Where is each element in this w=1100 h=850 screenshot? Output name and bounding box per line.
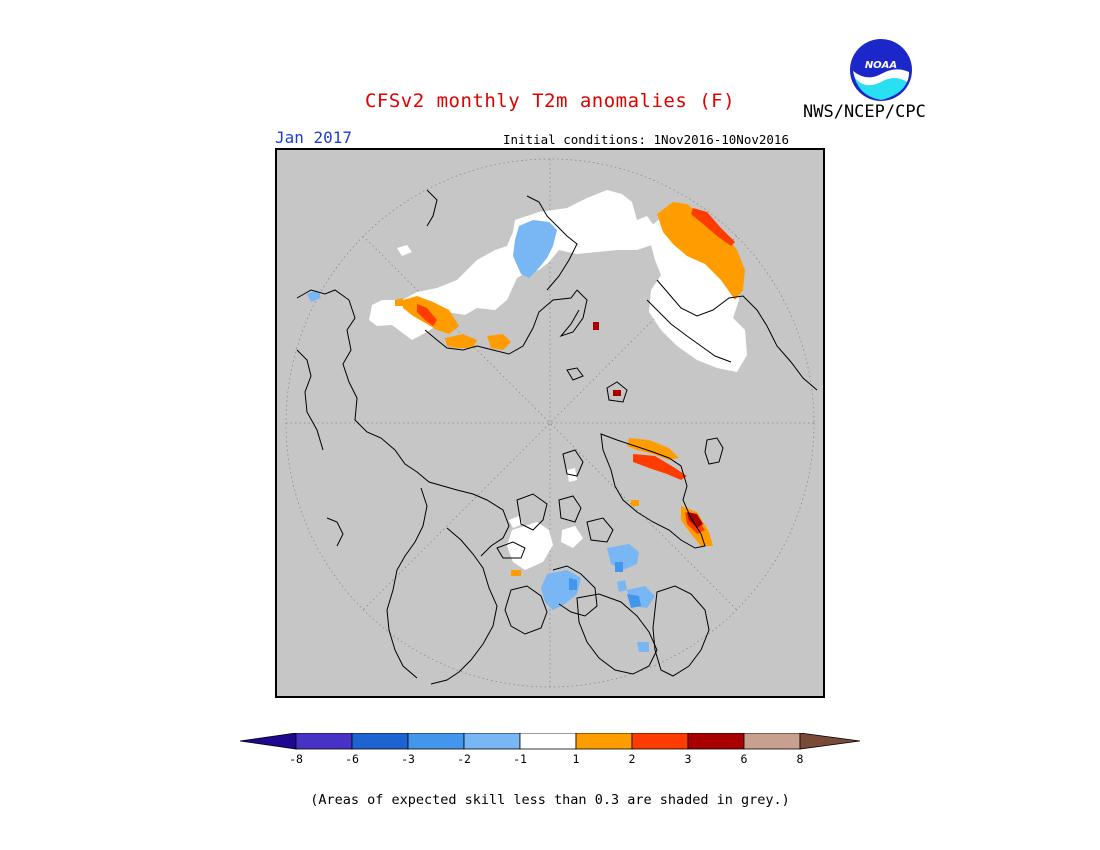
agency-label: NWS/NCEP/CPC: [803, 102, 926, 122]
cold-anomaly-shading: [307, 220, 655, 652]
colorbar-arrow-low: [240, 733, 297, 750]
map-canvas: [285, 158, 818, 688]
cold-anomaly-shading-strong: [569, 562, 641, 608]
graticule: [285, 158, 815, 688]
colorbar-tick-label: 3: [685, 752, 692, 766]
colorbar-arrow-high: [799, 733, 860, 750]
colorbar-tick-label: -8: [289, 752, 303, 766]
colorbar-cell: [463, 733, 521, 750]
colorbar-cell: [631, 733, 689, 750]
colorbar-cell: [743, 733, 801, 750]
colorbar-tick-label: 8: [797, 752, 804, 766]
colorbar-tick-label: -3: [401, 752, 415, 766]
near-normal-shading: [369, 190, 747, 570]
colorbar-tick-label: -2: [457, 752, 471, 766]
colorbar-cell: [295, 733, 353, 750]
colorbar-tick-label: 2: [629, 752, 636, 766]
colorbar-cell: [519, 733, 577, 750]
colorbar-cell: [407, 733, 465, 750]
colorbar-cell: [575, 733, 633, 750]
colorbar-cell: [351, 733, 409, 750]
svg-text:NOAA: NOAA: [865, 60, 897, 71]
polar-map: [275, 148, 825, 698]
colorbar-tick-label: 6: [741, 752, 748, 766]
noaa-logo: NOAA: [850, 39, 912, 101]
map-title: CFSv2 monthly T2m anomalies (F): [364, 90, 736, 112]
warm-anomaly-shading-extreme: [593, 322, 703, 528]
coastlines: [296, 189, 818, 685]
initial-conditions: Initial conditions: 1Nov2016-10Nov2016: [503, 132, 789, 147]
colorbar-tick-label: -1: [513, 752, 527, 766]
colorbar-tick-label: -6: [345, 752, 359, 766]
colorbar-cell: [687, 733, 745, 750]
skill-footnote: (Areas of expected skill less than 0.3 a…: [310, 792, 790, 808]
colorbar-tick-label: 1: [573, 752, 580, 766]
target-month: Jan 2017: [275, 128, 353, 147]
colorbar: -8 -6 -3 -2 -1 1 2 3 6 8: [240, 733, 860, 766]
